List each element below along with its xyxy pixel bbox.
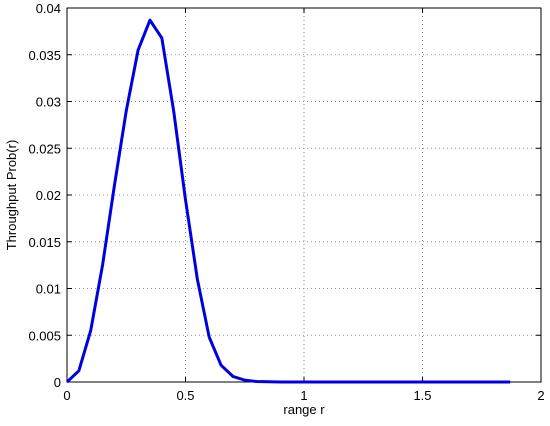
- y-tick-label: 0.04: [36, 1, 61, 16]
- x-tick-label: 2: [537, 388, 544, 403]
- y-tick-label: 0.015: [28, 235, 61, 250]
- y-tick-label: 0: [54, 375, 61, 390]
- x-tick-label: 0.5: [176, 388, 194, 403]
- x-tick-label: 1.5: [413, 388, 431, 403]
- y-tick-label: 0.01: [36, 282, 61, 297]
- y-tick-label: 0.025: [28, 141, 61, 156]
- data-line: [65, 18, 511, 384]
- x-axis-label: range r: [283, 402, 325, 417]
- y-tick-label: 0.03: [36, 95, 61, 110]
- y-axis-label: Throughput Prob(r): [4, 140, 19, 251]
- y-tick-label: 0.035: [28, 48, 61, 63]
- x-tick-label: 1: [300, 388, 307, 403]
- y-tick-label: 0.02: [36, 188, 61, 203]
- x-tick-label: 0: [63, 388, 70, 403]
- y-tick-label: 0.005: [28, 328, 61, 343]
